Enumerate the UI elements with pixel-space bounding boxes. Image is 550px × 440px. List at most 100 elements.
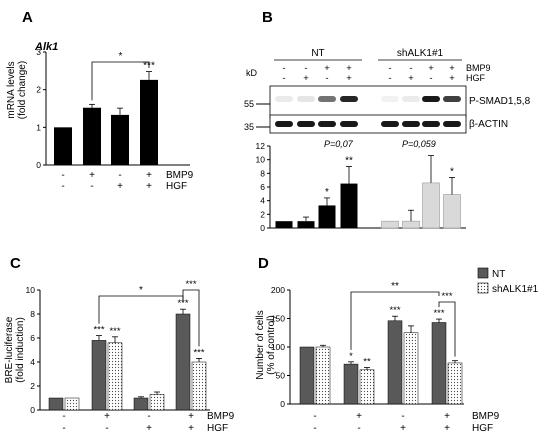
chart-a-y-tick-label-0: 0 xyxy=(36,160,41,170)
chart-c-bar-1-2 xyxy=(149,394,165,411)
blot-psmad-band-3 xyxy=(340,96,358,102)
blot-actin-band-3 xyxy=(340,121,358,127)
blot-actin-membrane xyxy=(269,114,467,134)
chart-b-p-nt: P=0,07 xyxy=(324,139,354,149)
chart-marks: 0123****--+--+++BMP9HGF024681012****0246… xyxy=(26,47,500,434)
legend-swatch-nt xyxy=(477,267,489,279)
chart-d-bar-1-3 xyxy=(447,362,463,405)
blot-cond-hgf-0: - xyxy=(282,73,285,84)
blot-cond-hgf-4: - xyxy=(388,73,391,84)
legend-swatch-sh xyxy=(477,282,489,294)
chart-d-y-tick-label-4: 200 xyxy=(271,285,285,295)
chart-b-p-sh: P=0,059 xyxy=(402,139,436,149)
chart-d-bar-0-0 xyxy=(299,346,315,405)
chart-d-ylabel2: (% of control) xyxy=(266,315,277,374)
blot-actin-band-1 xyxy=(297,121,315,127)
chart-d-legend: NT shALK1#1 xyxy=(477,267,539,295)
chart-a-cond-bmp9-0: - xyxy=(61,170,64,181)
chart-b-sig-2: * xyxy=(325,187,329,198)
chart-d-y-tick-label-0: 0 xyxy=(280,399,285,409)
blot-group-sh: shALK1#1 xyxy=(397,48,444,59)
blot-actin-band-2 xyxy=(318,121,336,127)
chart-a-bracket-sig: * xyxy=(119,51,123,62)
blot-cond-hgf-2: - xyxy=(325,73,328,84)
blot-psmad-band-1 xyxy=(297,96,315,102)
chart-d-bar-1-1 xyxy=(359,369,375,405)
chart-c-y-tick-label-3: 6 xyxy=(30,333,35,343)
chart-c-sig-0-3: *** xyxy=(177,298,188,309)
blot-actin-band-5 xyxy=(402,121,420,127)
legend-label-sh: shALK1#1 xyxy=(492,284,539,295)
chart-c-sig-1-1: *** xyxy=(109,326,120,337)
blot-cond-bmp9-3: + xyxy=(346,63,352,74)
chart-d-cond-bmp9-1: + xyxy=(356,411,362,422)
chart-c-y-tick-label-0: 0 xyxy=(30,405,35,415)
chart-c-bar-1-1 xyxy=(107,342,123,411)
blot-cond-bmp9-4: - xyxy=(388,63,391,74)
legend-label-nt: NT xyxy=(492,269,505,280)
chart-c-pair-bracket xyxy=(182,289,200,347)
panel-letter-c: C xyxy=(10,255,21,272)
chart-d-bar-1-2 xyxy=(403,332,419,405)
chart-b-y-tick-label-6: 12 xyxy=(256,141,266,151)
chart-c-bracket xyxy=(98,295,184,324)
chart-c-cond-hgf-1: - xyxy=(105,423,108,434)
chart-d-cond-hgf-2: + xyxy=(400,423,406,434)
chart-a-cond-hgf-0: - xyxy=(61,181,64,192)
chart-d-pair-bracket xyxy=(438,301,456,357)
panel-letter-d: D xyxy=(258,255,269,272)
chart-d-bracket-sig: ** xyxy=(391,281,399,292)
chart-a-cond-bmp9-2: - xyxy=(118,170,121,181)
chart-d-bar-1-0 xyxy=(315,346,331,405)
chart-b-y-tick-label-1: 2 xyxy=(260,209,265,219)
blot-treat-bmp9: BMP9 xyxy=(466,63,491,73)
blot-cond-hgf-5: + xyxy=(408,73,414,84)
chart-a-cond-bmp9-1: + xyxy=(89,170,95,181)
chart-c-cond-bmp9-1: + xyxy=(104,411,110,422)
chart-b-bar-7 xyxy=(443,194,461,229)
chart-b-sig-3: ** xyxy=(345,156,353,167)
chart-d-sig-0-3: *** xyxy=(433,308,444,319)
chart-b-bar-0 xyxy=(275,221,293,228)
chart-c-cond-bmp9-0: - xyxy=(62,411,65,422)
chart-d-bar-0-3 xyxy=(431,322,447,405)
chart-d-y-tick-label-3: 150 xyxy=(271,314,285,324)
chart-c-treat-bmp9: BMP9 xyxy=(207,411,235,422)
chart-c-bar-0-0 xyxy=(48,397,64,411)
blot-lanes: ---++-++---++-++ xyxy=(275,63,461,127)
blot-psmad-band-2 xyxy=(318,96,336,102)
blot-psmad-band-6 xyxy=(422,96,440,102)
chart-d-pair-sig: *** xyxy=(441,291,452,302)
chart-a-bar-0 xyxy=(54,127,72,165)
chart-d-sig-0-1: * xyxy=(349,351,353,362)
blot-kd-label: kD xyxy=(246,68,258,78)
chart-c-ylabel2: (fold induction) xyxy=(15,317,26,383)
chart-b-sig-7: * xyxy=(450,166,454,177)
chart-c-bracket-sig: * xyxy=(139,285,143,296)
chart-b-y-tick-label-4: 8 xyxy=(260,168,265,178)
blot-mw-35: 35 xyxy=(244,122,254,132)
chart-a-cond-bmp9-3: + xyxy=(146,170,152,181)
blot-actin-band-4 xyxy=(381,121,399,127)
chart-c-bar-1-3 xyxy=(191,361,207,411)
chart-b-y-tick-label-3: 6 xyxy=(260,182,265,192)
blot-cond-hgf-1: + xyxy=(303,73,309,84)
blot-psmad-band-4 xyxy=(381,96,399,102)
chart-d-treat-hgf: HGF xyxy=(472,423,493,434)
blot-cond-hgf-6: - xyxy=(429,73,432,84)
chart-a-cond-hgf-1: - xyxy=(90,181,93,192)
chart-d-cond-bmp9-3: + xyxy=(444,411,450,422)
chart-c-sig-1-3: *** xyxy=(193,347,204,358)
chart-c-y-tick-label-2: 4 xyxy=(30,357,35,367)
chart-c-pair-sig: *** xyxy=(185,279,196,290)
chart-b-bar-1 xyxy=(297,221,315,228)
chart-c-cond-bmp9-3: + xyxy=(188,411,194,422)
chart-b-bar-5 xyxy=(402,220,420,229)
chart-d-bar-0-2 xyxy=(387,320,403,405)
chart-a-bracket xyxy=(91,61,150,101)
chart-a-ylabel2: (fold change) xyxy=(17,61,28,119)
chart-b-y-tick-label-5: 10 xyxy=(256,155,266,165)
panel-letter-b: B xyxy=(262,9,273,26)
chart-c-y-tick-label-1: 2 xyxy=(30,381,35,391)
chart-d-y-tick-label-1: 50 xyxy=(276,371,286,381)
